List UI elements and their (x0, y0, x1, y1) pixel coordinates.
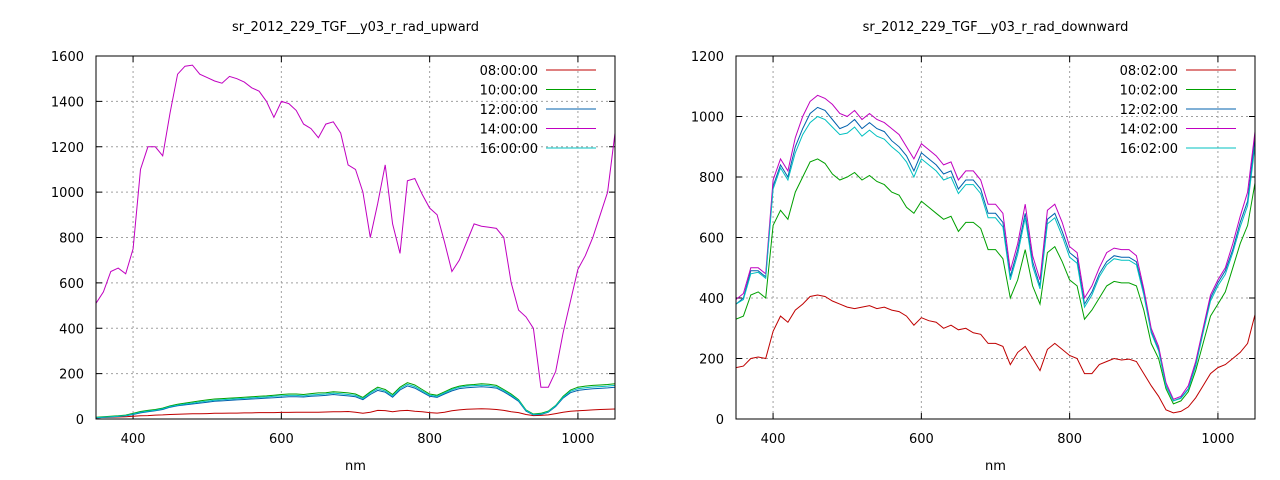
y-tick-label: 1400 (51, 95, 84, 110)
series-line-08-00-00 (96, 408, 615, 419)
y-tick-label: 200 (699, 353, 724, 368)
legend-label: 16:02:00 (1120, 142, 1178, 157)
legend-label: 12:02:00 (1120, 103, 1178, 118)
upward-radiance-chart: sr_2012_229_TGF__y03_r_rad_upward 0 200 400… (51, 20, 616, 474)
y-tick-label: 1200 (691, 50, 724, 65)
legend-label: 16:00:00 (480, 142, 538, 157)
y-tick-label: 400 (699, 292, 724, 307)
series-line-16-00-00 (96, 383, 615, 419)
legend-label: 12:00:00 (480, 103, 538, 118)
y-tick-label: 1200 (51, 141, 84, 156)
series-line-08-02-00 (736, 294, 1255, 414)
legend-label: 08:02:00 (1120, 64, 1178, 79)
x-axis-label: nm (345, 459, 366, 474)
y-tick-label: 600 (59, 277, 84, 292)
legend-label: 10:02:00 (1120, 84, 1178, 99)
legend-label: 14:02:00 (1120, 123, 1178, 138)
x-tick-label: 600 (909, 432, 934, 447)
y-tick-label: 400 (59, 322, 84, 337)
plot-frame (95, 55, 616, 420)
y-tick-label: 1000 (51, 186, 84, 201)
y-tick-label: 800 (59, 232, 84, 247)
x-tick-label: 800 (1057, 432, 1082, 447)
series-line-16-02-00 (736, 115, 1255, 402)
y-tick-label: 0 (76, 413, 84, 428)
x-axis-label: nm (985, 459, 1006, 474)
y-tick-label: 600 (699, 232, 724, 247)
chart-title: sr_2012_229_TGF__y03_r_rad_upward (232, 20, 479, 35)
x-tick-label: 600 (269, 432, 294, 447)
series-line-10-02-00 (736, 158, 1255, 405)
y-tick-label: 1000 (691, 111, 724, 126)
x-tick-label: 1000 (561, 432, 594, 447)
x-tick-label: 800 (417, 432, 442, 447)
series-line-14-00-00 (96, 64, 615, 388)
y-tick-label: 200 (59, 368, 84, 383)
y-tick-label: 1600 (51, 50, 84, 65)
x-tick-label: 400 (121, 432, 146, 447)
legend-label: 14:00:00 (480, 123, 538, 138)
plot-frame (735, 55, 1256, 420)
series-line-14-02-00 (736, 94, 1255, 400)
legend-label: 10:00:00 (480, 84, 538, 99)
y-tick-label: 0 (716, 413, 724, 428)
chart-title: sr_2012_229_TGF__y03_r_rad_downward (863, 20, 1129, 35)
x-tick-label: 400 (761, 432, 786, 447)
x-tick-label: 1000 (1201, 432, 1234, 447)
legend-label: 08:00:00 (480, 64, 538, 79)
y-tick-label: 800 (699, 171, 724, 186)
downward-radiance-chart: sr_2012_229_TGF__y03_r_rad_downward 0 200 4… (691, 20, 1256, 474)
series-line-12-00-00 (96, 385, 615, 419)
